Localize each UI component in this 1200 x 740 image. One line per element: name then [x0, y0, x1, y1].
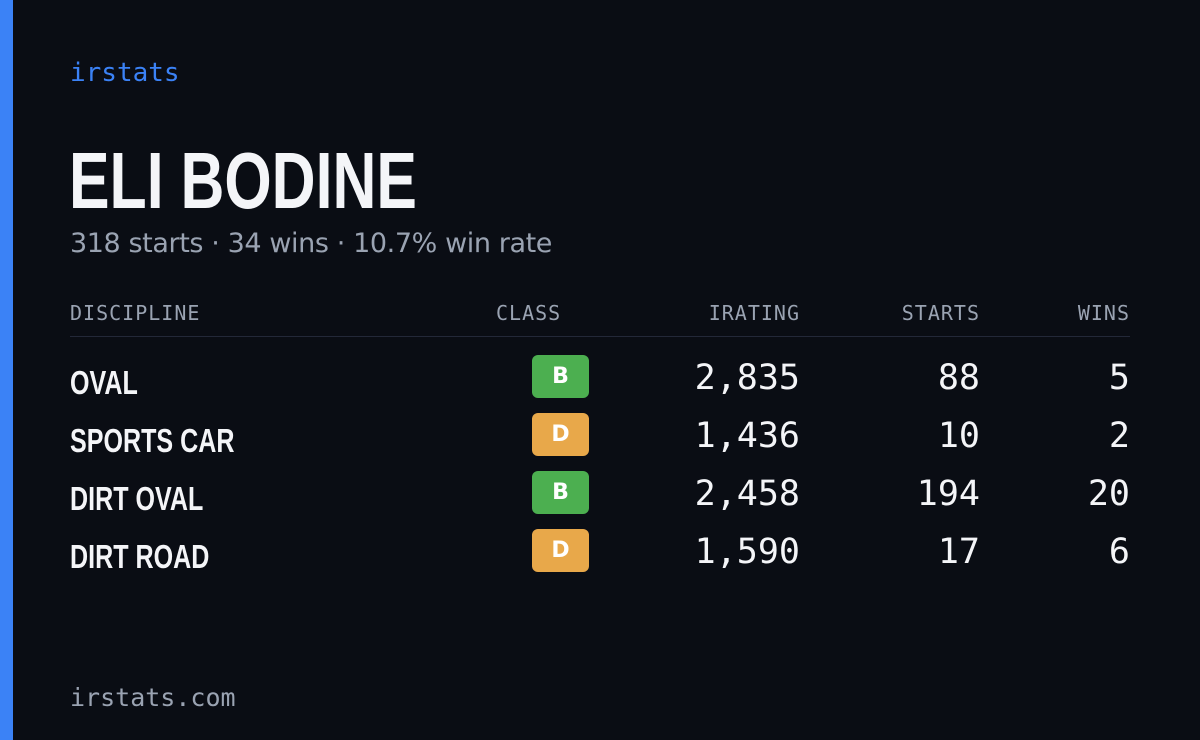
table-row: SPORTS CAR D 1,436 10 2: [70, 411, 1130, 469]
driver-name: ELI BODINE: [69, 136, 417, 225]
irating-value: 2,835: [694, 358, 800, 398]
class-badge: D: [532, 529, 589, 572]
discipline-name: DIRT OVAL: [70, 480, 204, 517]
irating-value: 1,590: [694, 532, 800, 572]
footer-url: irstats.com: [70, 683, 236, 712]
class-badge: B: [532, 471, 589, 514]
discipline-name: SPORTS CAR: [70, 422, 235, 459]
table-row: OVAL B 2,835 88 5: [70, 353, 1130, 411]
starts-value: 88: [937, 358, 980, 398]
wins-value: 20: [1087, 474, 1130, 514]
driver-summary: 318 starts · 34 wins · 10.7% win rate: [70, 226, 552, 262]
summary-separator: ·: [211, 228, 220, 259]
header-discipline: DISCIPLINE: [70, 301, 201, 325]
class-badge: B: [532, 355, 589, 398]
discipline-name: OVAL: [70, 364, 138, 401]
wins-value: 2: [1108, 416, 1130, 456]
summary-wins: 34 wins: [227, 228, 329, 259]
starts-value: 17: [937, 532, 980, 572]
header-starts: STARTS: [901, 301, 980, 325]
table-row: DIRT OVAL B 2,458 194 20: [70, 469, 1130, 527]
class-badge: D: [532, 413, 589, 456]
summary-win-rate: 10.7% win rate: [353, 228, 552, 259]
table-row: DIRT ROAD D 1,590 17 6: [70, 527, 1130, 585]
summary-separator: ·: [336, 228, 346, 259]
wins-value: 5: [1108, 358, 1130, 398]
header-class: CLASS: [496, 301, 562, 325]
header-irating: IRATING: [708, 301, 800, 325]
irating-value: 1,436: [694, 416, 800, 456]
starts-value: 10: [937, 416, 980, 456]
summary-starts: 318 starts: [70, 228, 204, 259]
discipline-name: DIRT ROAD: [70, 538, 210, 575]
brand-logo-text: irstats: [70, 58, 180, 88]
starts-value: 194: [916, 474, 980, 514]
irating-value: 2,458: [694, 474, 800, 514]
table-header: DISCIPLINE CLASS IRATING STARTS WINS: [70, 296, 1130, 337]
header-wins: WINS: [1077, 301, 1130, 325]
table-body: OVAL B 2,835 88 5 SPORTS CAR D 1,436 10 …: [70, 353, 1130, 585]
accent-bar: [0, 0, 13, 740]
wins-value: 6: [1108, 532, 1130, 572]
discipline-stats-table: DISCIPLINE CLASS IRATING STARTS WINS OVA…: [70, 296, 1130, 575]
